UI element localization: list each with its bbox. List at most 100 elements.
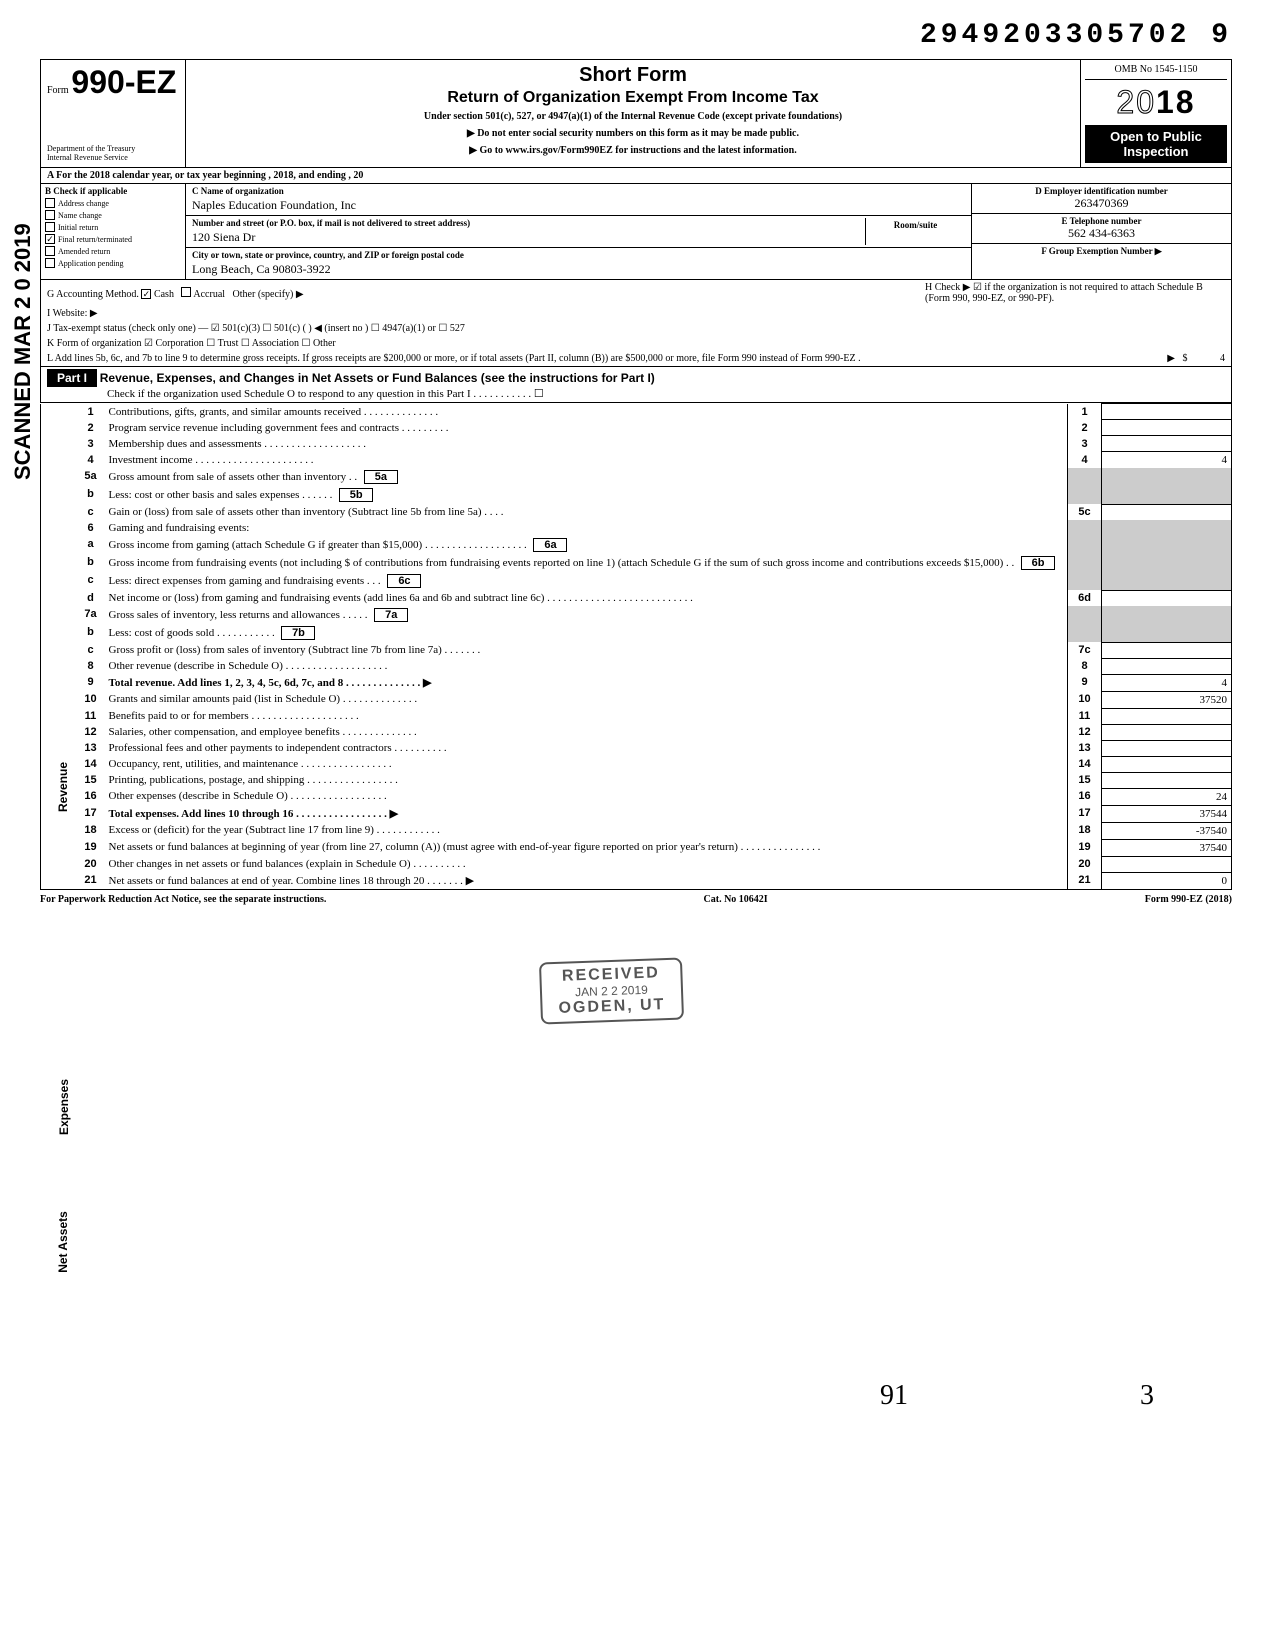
- inner-line-box: 6a: [533, 538, 567, 552]
- line-description: Salaries, other compensation, and employ…: [105, 724, 1068, 740]
- cash-checkbox[interactable]: ✓: [141, 289, 151, 299]
- form-prefix: Form: [47, 85, 69, 96]
- table-row: bLess: cost or other basis and sales exp…: [41, 486, 1232, 504]
- tax-year: 2018: [1085, 84, 1227, 121]
- line-description: Occupancy, rent, utilities, and maintena…: [105, 756, 1068, 772]
- table-row: 4 Investment income . . . . . . . . . . .…: [41, 452, 1232, 469]
- line-value: 37544: [1102, 805, 1232, 822]
- line-value: 4: [1102, 452, 1232, 469]
- checkbox[interactable]: ✓: [45, 234, 55, 244]
- line-value: [1102, 504, 1232, 520]
- checkbox-row: Initial return: [45, 222, 181, 232]
- short-form-title: Short Form: [196, 64, 1070, 87]
- part-1-sub: Check if the organization used Schedule …: [47, 387, 1231, 400]
- line-number: a: [77, 536, 105, 554]
- line-number: 6: [77, 520, 105, 536]
- table-row: 17Total expenses. Add lines 10 through 1…: [41, 805, 1232, 822]
- checkbox[interactable]: [45, 198, 55, 208]
- row-a-calendar-year: A For the 2018 calendar year, or tax yea…: [40, 168, 1232, 184]
- line-box-number: 17: [1068, 805, 1102, 822]
- line-description: Net assets or fund balances at end of ye…: [105, 872, 1068, 890]
- phone-value: 562 434-6363: [978, 226, 1225, 241]
- checkbox[interactable]: [45, 210, 55, 220]
- received-stamp: RECEIVED JAN 2 2 2019 OGDEN, UT: [539, 958, 684, 1025]
- inner-line-box: 7a: [374, 608, 408, 622]
- accrual-checkbox[interactable]: [181, 287, 191, 297]
- line-number: 2: [77, 420, 105, 436]
- other-label: Other (specify) ▶: [233, 289, 304, 300]
- line-description: Investment income . . . . . . . . . . . …: [105, 452, 1068, 469]
- line-description: Grants and similar amounts paid (list in…: [105, 691, 1068, 708]
- line-description: Less: cost of goods sold . . . . . . . .…: [105, 624, 1068, 642]
- side-label-revenue: Revenue: [56, 762, 70, 812]
- table-row: 15Printing, publications, postage, and s…: [41, 772, 1232, 788]
- form-number: 990-EZ: [71, 64, 176, 100]
- line-value: [1102, 606, 1232, 624]
- line-description: Contributions, gifts, grants, and simila…: [105, 404, 1068, 420]
- line-number: 19: [77, 839, 105, 856]
- line-description: Gross amount from sale of assets other t…: [105, 468, 1068, 486]
- checkbox[interactable]: [45, 222, 55, 232]
- line-value: [1102, 536, 1232, 554]
- line-value: 37520: [1102, 691, 1232, 708]
- handwritten-1: 91: [880, 1380, 908, 1412]
- line-value: -37540: [1102, 822, 1232, 839]
- line-value: [1102, 772, 1232, 788]
- line-number: 17: [77, 805, 105, 822]
- stamp-received: RECEIVED: [557, 964, 664, 986]
- line-box-number: 14: [1068, 756, 1102, 772]
- line-value: [1102, 856, 1232, 872]
- inner-line-box: 7b: [281, 626, 315, 640]
- line-box-number: 16: [1068, 788, 1102, 805]
- line-box-number: 15: [1068, 772, 1102, 788]
- line-box-number: [1068, 536, 1102, 554]
- line-description: Net assets or fund balances at beginning…: [105, 839, 1068, 856]
- checkbox[interactable]: [45, 246, 55, 256]
- line-number: 15: [77, 772, 105, 788]
- row-h: H Check ▶ ☑ if the organization is not r…: [925, 282, 1225, 304]
- line-box-number: 7c: [1068, 642, 1102, 658]
- line-number: c: [77, 504, 105, 520]
- line-description: Membership dues and assessments . . . . …: [105, 436, 1068, 452]
- line-box-number: [1068, 486, 1102, 504]
- table-row: 12Salaries, other compensation, and empl…: [41, 724, 1232, 740]
- title-cell: Short Form Return of Organization Exempt…: [186, 60, 1081, 167]
- line-description: Total revenue. Add lines 1, 2, 3, 4, 5c,…: [105, 674, 1068, 691]
- part-1-title: Revenue, Expenses, and Changes in Net As…: [100, 371, 655, 385]
- line-number: 9: [77, 674, 105, 691]
- line-box-number: 3: [1068, 436, 1102, 452]
- footer-left: For Paperwork Reduction Act Notice, see …: [40, 894, 326, 905]
- line-description: Gross profit or (loss) from sales of inv…: [105, 642, 1068, 658]
- org-name: Naples Education Foundation, Inc: [192, 198, 965, 213]
- line-description: Gaming and fundraising events:: [105, 520, 1068, 536]
- table-row: 2Program service revenue including gover…: [41, 420, 1232, 436]
- line-description: Gain or (loss) from sale of assets other…: [105, 504, 1068, 520]
- document-control-number: 2949203305702 9: [40, 20, 1232, 51]
- line-box-number: 18: [1068, 822, 1102, 839]
- instruction-2: ▶ Go to www.irs.gov/Form990EZ for instru…: [196, 145, 1070, 156]
- checkbox[interactable]: [45, 258, 55, 268]
- table-row: 18Excess or (deficit) for the year (Subt…: [41, 822, 1232, 839]
- footer-right: Form 990-EZ (2018): [1145, 894, 1232, 905]
- line-description: Less: direct expenses from gaming and fu…: [105, 572, 1068, 590]
- table-row: 20Other changes in net assets or fund ba…: [41, 856, 1232, 872]
- table-row: 3Membership dues and assessments . . . .…: [41, 436, 1232, 452]
- scanned-date-stamp: SCANNED MAR 2 0 2019: [10, 223, 36, 480]
- checkbox-row: ✓Final return/terminated: [45, 234, 181, 244]
- inner-line-box: 5b: [339, 488, 373, 502]
- checkbox-label: Address change: [58, 199, 109, 208]
- table-row: cLess: direct expenses from gaming and f…: [41, 572, 1232, 590]
- ein-label: D Employer identification number: [978, 186, 1225, 196]
- checkbox-row: Name change: [45, 210, 181, 220]
- line-value: [1102, 590, 1232, 606]
- return-title: Return of Organization Exempt From Incom…: [196, 89, 1070, 107]
- checkbox-row: Application pending: [45, 258, 181, 268]
- line-number: 12: [77, 724, 105, 740]
- line-value: [1102, 740, 1232, 756]
- year-cell: OMB No 1545-1150 2018 Open to Public Ins…: [1081, 60, 1231, 167]
- line-value: [1102, 436, 1232, 452]
- label-b: B Check if applicable: [45, 186, 181, 196]
- line-value: [1102, 642, 1232, 658]
- inner-line-box: 6c: [387, 574, 421, 588]
- line-box-number: 9: [1068, 674, 1102, 691]
